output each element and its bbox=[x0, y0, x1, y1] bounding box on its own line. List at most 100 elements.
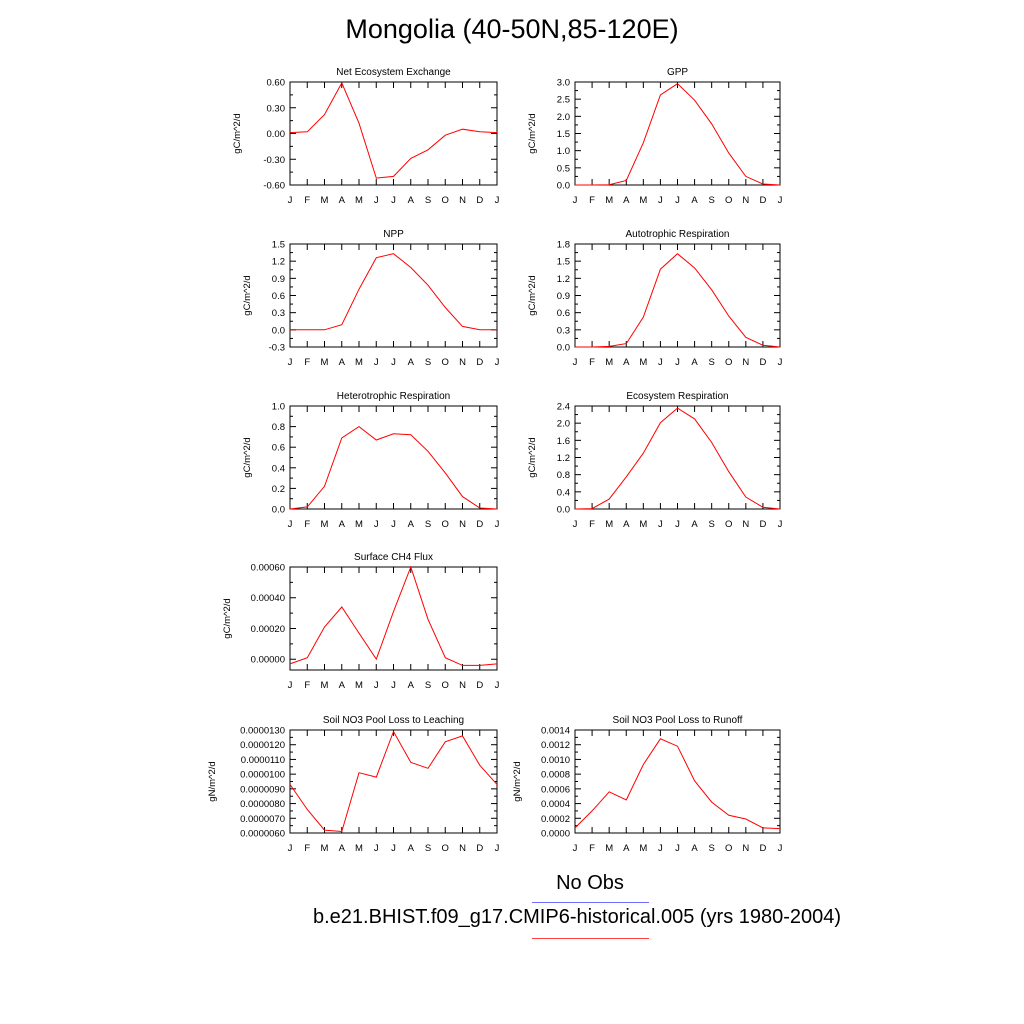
gpp-xtick-label: J bbox=[778, 195, 783, 206]
soil-no3-pool-loss-to-runoff-xtick-label: M bbox=[605, 843, 613, 854]
npp-ytick-label: 0.9 bbox=[272, 274, 285, 285]
soil-no3-pool-loss-to-runoff-xtick-label: J bbox=[573, 843, 578, 854]
net-ecosystem-exchange-xtick-label: J bbox=[495, 195, 500, 206]
autotrophic-respiration-ytick-label: 0.6 bbox=[557, 308, 570, 319]
npp-ylabel: gC/m^2/d bbox=[242, 275, 253, 315]
soil-no3-pool-loss-to-leaching-chart: Soil NO3 Pool Loss to Leaching 0.0000060 0… bbox=[207, 715, 500, 854]
gpp-xtick-label: F bbox=[589, 195, 595, 206]
heterotrophic-respiration-xtick-label: N bbox=[459, 519, 466, 530]
autotrophic-respiration-ytick-label: 0.9 bbox=[557, 291, 570, 302]
npp-ytick-label: -0.3 bbox=[269, 343, 285, 354]
surface-ch4-flux-xtick-label: J bbox=[391, 680, 396, 691]
ecosystem-respiration-frame bbox=[574, 405, 781, 510]
soil-no3-pool-loss-to-runoff-ytick-label: 0.0006 bbox=[541, 784, 570, 795]
net-ecosystem-exchange-xtick-label: F bbox=[304, 195, 310, 206]
ecosystem-respiration-chart: Ecosystem Respiration 0.0 0.4 0.8 1.2 1.6 2.0 2… bbox=[527, 391, 783, 530]
soil-no3-pool-loss-to-leaching-xtick-label: A bbox=[339, 843, 346, 854]
heterotrophic-respiration-ytick-label: 1.0 bbox=[272, 402, 285, 413]
heterotrophic-respiration-xtick-label: A bbox=[408, 519, 415, 530]
soil-no3-pool-loss-to-leaching-frame bbox=[289, 729, 498, 834]
soil-no3-pool-loss-to-runoff-xtick-label: J bbox=[658, 843, 663, 854]
npp-xtick-label: N bbox=[459, 357, 466, 368]
gpp-ytick-label: 0.5 bbox=[557, 163, 570, 174]
ecosystem-respiration-xtick-label: M bbox=[639, 519, 647, 530]
net-ecosystem-exchange-ylabel: gC/m^2/d bbox=[232, 113, 243, 153]
npp-xtick-label: O bbox=[442, 357, 449, 368]
legend-model-line bbox=[532, 938, 649, 939]
npp-xtick-label: M bbox=[321, 357, 329, 368]
net-ecosystem-exchange-chart: Net Ecosystem Exchange -0.60 -0.30 0.00 0.30… bbox=[232, 67, 500, 206]
heterotrophic-respiration-xtick-label: M bbox=[355, 519, 363, 530]
net-ecosystem-exchange-ytick-label: 0.60 bbox=[267, 78, 286, 89]
net-ecosystem-exchange-xtick-label: J bbox=[374, 195, 379, 206]
soil-no3-pool-loss-to-runoff-ytick-label: 0.0002 bbox=[541, 814, 570, 825]
ecosystem-respiration-xtick-label: F bbox=[589, 519, 595, 530]
soil-no3-pool-loss-to-leaching-ytick-label: 0.0000110 bbox=[241, 755, 285, 766]
soil-no3-pool-loss-to-runoff-ytick-label: 0.0000 bbox=[541, 829, 570, 840]
gpp-xtick-label: S bbox=[708, 195, 714, 206]
autotrophic-respiration-xtick-label: F bbox=[589, 357, 595, 368]
ecosystem-respiration-xtick-label: S bbox=[708, 519, 714, 530]
legend-obs-line bbox=[532, 902, 649, 903]
heterotrophic-respiration-xtick-label: A bbox=[339, 519, 346, 530]
autotrophic-respiration-xtick-label: M bbox=[605, 357, 613, 368]
autotrophic-respiration-ytick-label: 0.3 bbox=[557, 325, 570, 336]
soil-no3-pool-loss-to-leaching-xtick-label: A bbox=[408, 843, 415, 854]
ecosystem-respiration-xtick-label: J bbox=[658, 519, 663, 530]
autotrophic-respiration-xtick-label: J bbox=[573, 357, 578, 368]
surface-ch4-flux-series-line bbox=[289, 565, 498, 666]
soil-no3-pool-loss-to-leaching-xtick-label: J bbox=[374, 843, 379, 854]
net-ecosystem-exchange-ytick-label: 0.30 bbox=[267, 103, 286, 114]
legend-model-label: b.e21.BHIST.f09_g17.CMIP6-historical.005… bbox=[313, 906, 842, 928]
npp-xtick-label: D bbox=[476, 357, 483, 368]
soil-no3-pool-loss-to-runoff-xtick-label: O bbox=[725, 843, 732, 854]
soil-no3-pool-loss-to-runoff-xtick-label: J bbox=[675, 843, 680, 854]
autotrophic-respiration-ytick-label: 1.8 bbox=[557, 240, 570, 251]
soil-no3-pool-loss-to-leaching-ytick-label: 0.0000120 bbox=[240, 740, 285, 751]
autotrophic-respiration-series-line bbox=[575, 253, 781, 348]
soil-no3-pool-loss-to-leaching-xtick-label: J bbox=[391, 843, 396, 854]
surface-ch4-flux-xtick-label: A bbox=[408, 680, 415, 691]
autotrophic-respiration-xtick-label: A bbox=[623, 357, 630, 368]
soil-no3-pool-loss-to-leaching-ytick-label: 0.0000060 bbox=[240, 829, 285, 840]
autotrophic-respiration-chart: Autotrophic Respiration 0.0 0.3 0.6 0.9 1.2 1.… bbox=[527, 229, 783, 368]
surface-ch4-flux-ytick-label: 0.00060 bbox=[251, 563, 285, 574]
soil-no3-pool-loss-to-runoff-frame bbox=[574, 729, 781, 834]
npp-chart: NPP-0.30.00.30.60.91.21.5J F M A M J J A S O N D JgC… bbox=[242, 229, 500, 368]
ecosystem-respiration-title: Ecosystem Respiration bbox=[626, 391, 728, 402]
heterotrophic-respiration-xtick-label: M bbox=[321, 519, 329, 530]
ecosystem-respiration-xtick-label: D bbox=[759, 519, 766, 530]
gpp-ylabel: gC/m^2/d bbox=[527, 113, 538, 153]
soil-no3-pool-loss-to-runoff-chart: Soil NO3 Pool Loss to Runoff 0.0000 0.0002… bbox=[512, 715, 783, 854]
autotrophic-respiration-xtick-label: J bbox=[778, 357, 783, 368]
net-ecosystem-exchange-title: Net Ecosystem Exchange bbox=[336, 67, 451, 78]
net-ecosystem-exchange-xtick-label: N bbox=[459, 195, 466, 206]
net-ecosystem-exchange-xtick-label: J bbox=[391, 195, 396, 206]
surface-ch4-flux-xtick-label: S bbox=[425, 680, 431, 691]
ecosystem-respiration-xtick-label: A bbox=[623, 519, 630, 530]
ecosystem-respiration-ytick-label: 0.4 bbox=[557, 487, 570, 498]
soil-no3-pool-loss-to-leaching-ytick-label: 0.0000130 bbox=[240, 726, 285, 737]
surface-ch4-flux-xtick-label: M bbox=[321, 680, 329, 691]
heterotrophic-respiration-ytick-label: 0.0 bbox=[272, 505, 285, 516]
gpp-xtick-label: A bbox=[691, 195, 698, 206]
net-ecosystem-exchange-xtick-label: D bbox=[476, 195, 483, 206]
soil-no3-pool-loss-to-leaching-ytick-label: 0.0000090 bbox=[240, 784, 285, 795]
ecosystem-respiration-xtick-label: J bbox=[778, 519, 783, 530]
gpp-series-line bbox=[575, 83, 781, 186]
ecosystem-respiration-ytick-label: 2.0 bbox=[557, 419, 570, 430]
npp-xtick-label: A bbox=[339, 357, 346, 368]
heterotrophic-respiration-title: Heterotrophic Respiration bbox=[337, 391, 450, 402]
soil-no3-pool-loss-to-leaching-ytick-label: 0.0000070 bbox=[240, 814, 285, 825]
npp-ytick-label: 1.2 bbox=[272, 257, 285, 268]
npp-xtick-label: J bbox=[495, 357, 500, 368]
npp-frame bbox=[289, 243, 498, 348]
gpp-title: GPP bbox=[667, 67, 688, 78]
gpp-xtick-label: J bbox=[573, 195, 578, 206]
npp-xtick-label: J bbox=[288, 357, 293, 368]
soil-no3-pool-loss-to-leaching-xtick-label: M bbox=[321, 843, 329, 854]
heterotrophic-respiration-xtick-label: D bbox=[476, 519, 483, 530]
main-title: Mongolia (40-50N,85-120E) bbox=[345, 14, 679, 44]
npp-series-line bbox=[290, 253, 497, 331]
